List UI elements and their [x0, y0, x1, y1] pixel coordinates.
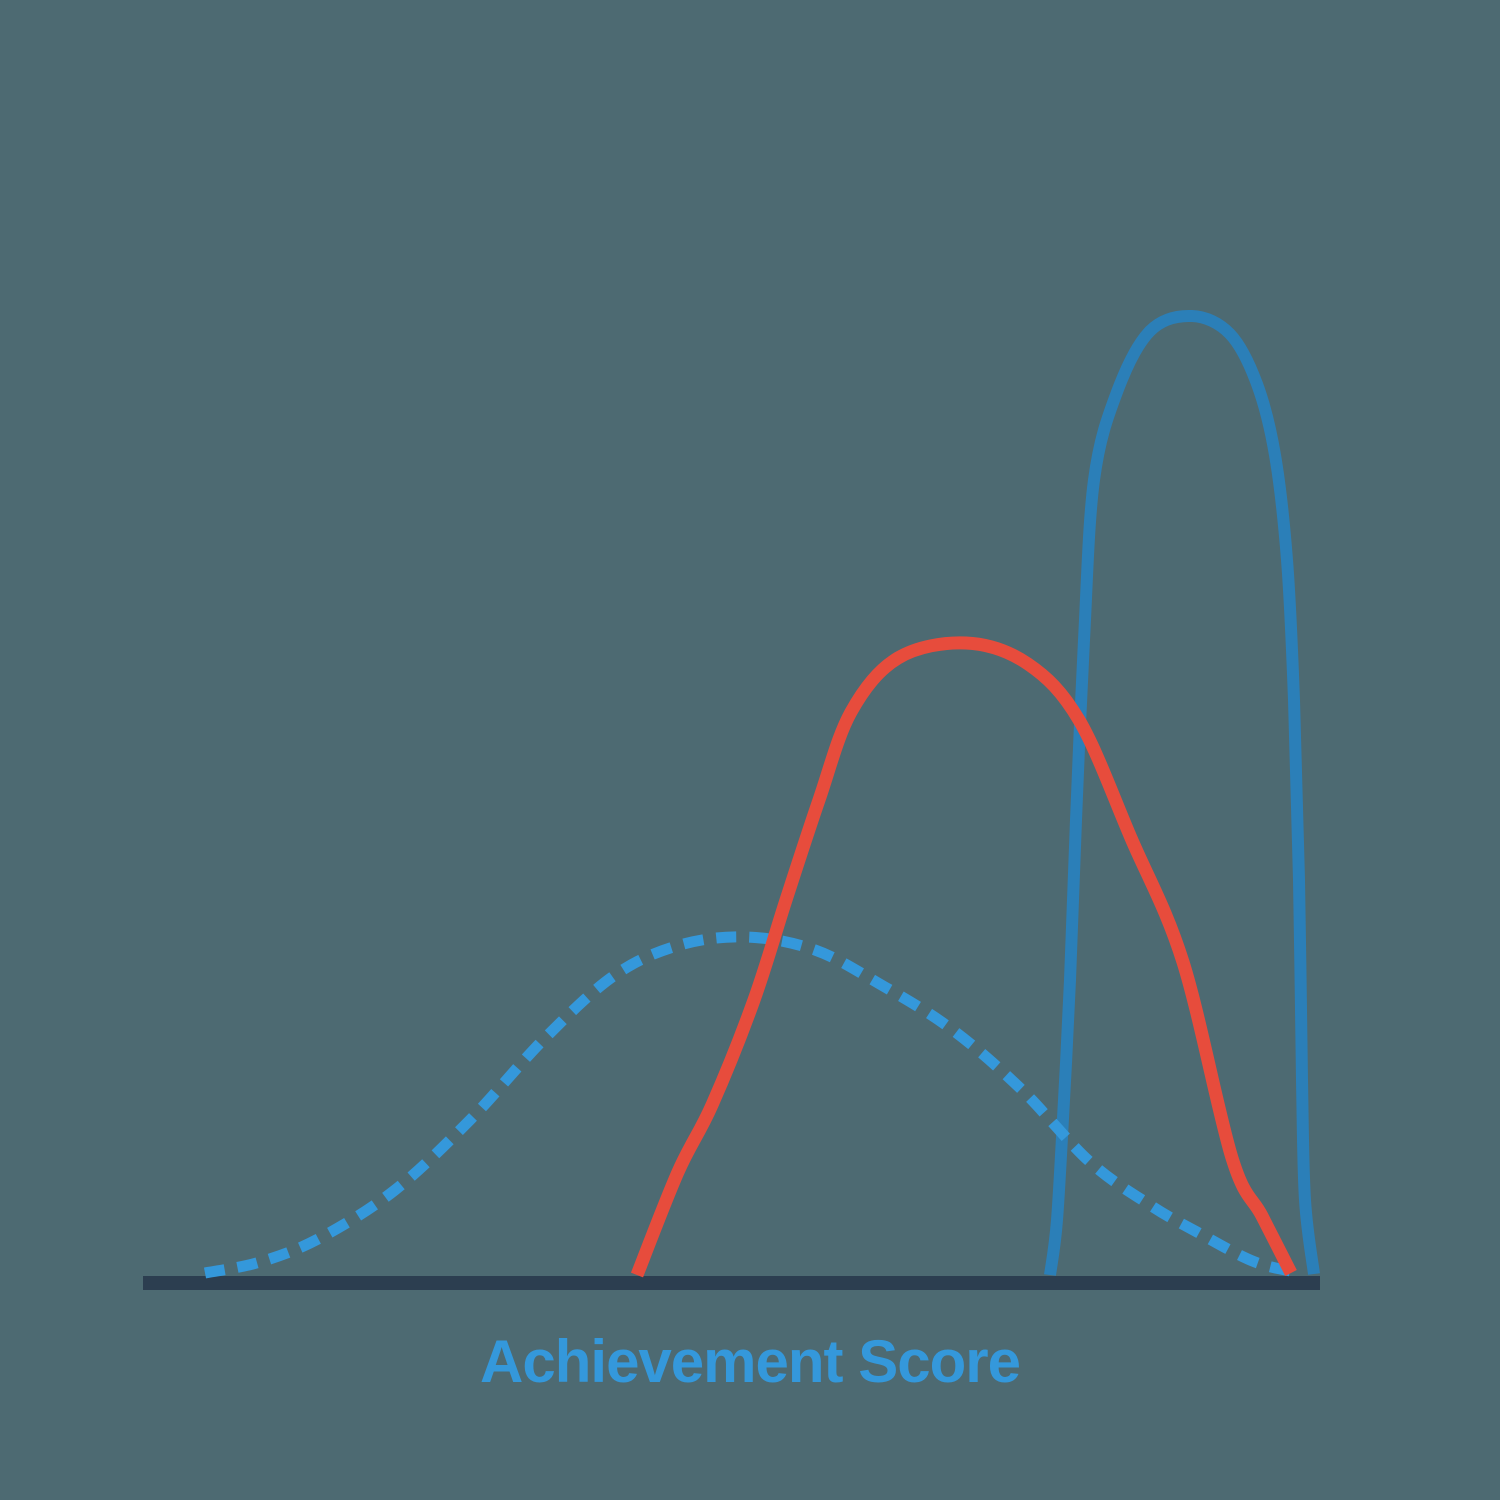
curve-medium-distribution [630, 636, 1297, 1278]
curve-tall-narrow-distribution [1044, 309, 1320, 1276]
curve-wide-low-distribution [203, 931, 1304, 1279]
curves-group [203, 309, 1320, 1279]
x-axis-label: Achievement Score [480, 1328, 1021, 1395]
x-axis-line [143, 1276, 1320, 1290]
